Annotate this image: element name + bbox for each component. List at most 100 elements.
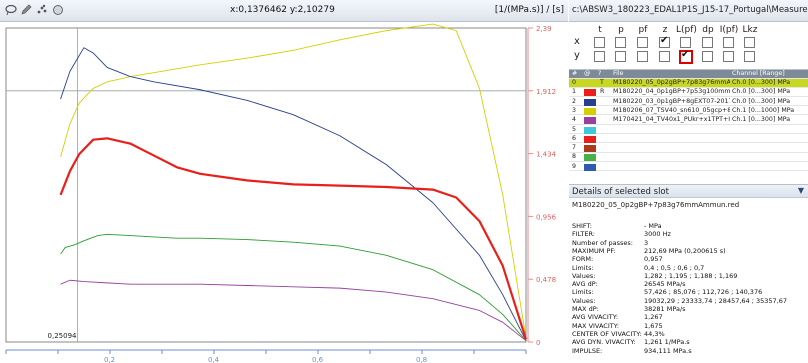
slot-flag: R	[600, 88, 605, 96]
scatter-dots-icon[interactable]	[36, 4, 48, 16]
column-header[interactable]: Channel [Range]	[732, 70, 785, 77]
detail-value: 44,3%	[644, 329, 665, 338]
x-axis-checkbox[interactable]	[615, 37, 626, 48]
detail-value: 3	[644, 238, 649, 247]
slot-index: 8	[572, 153, 577, 161]
slot-color-swatch[interactable]	[584, 98, 596, 106]
detail-key: FILTER:	[572, 230, 595, 239]
slot-file: M180220_03_0p1gBP+8gEXT07-2017	[613, 97, 730, 105]
series-line[interactable]	[60, 47, 527, 341]
detail-value: - MPa	[644, 222, 662, 230]
x-axis-checkbox[interactable]	[744, 37, 755, 48]
y-axis-checkbox[interactable]	[702, 51, 713, 62]
series-line[interactable]	[60, 23, 527, 339]
detail-key: Values:	[572, 271, 596, 280]
slot-color-swatch[interactable]	[584, 154, 596, 162]
x-tick-label: 0,8	[416, 356, 427, 363]
detail-value: 3000 Hz	[644, 230, 671, 239]
slot-color-swatch[interactable]	[584, 145, 596, 153]
selected-slot-filename: M180220_05_0p2gBP+7p83g76mmAmmun.red	[572, 201, 740, 209]
circle-icon[interactable]	[52, 4, 64, 16]
detail-key: IMPULSE:	[572, 346, 603, 355]
slot-row[interactable]: 4 M170421_04_TV40x1_PUkr+x1TPT+I Ch.1 [0..…	[569, 116, 808, 125]
lasso-icon[interactable]	[5, 4, 17, 16]
y-tick-label: 1,912	[536, 88, 556, 96]
slot-table: # @? File Channel [Range] 0 T M180220_05_0p2gB…	[569, 69, 808, 173]
x-axis-checkbox[interactable]	[680, 37, 691, 48]
slot-row[interactable]: 2 M180220_03_0p1gBP+8gEXT07-2017 Ch.0 [0..…	[569, 98, 808, 107]
y-tick-label: 1,434	[536, 151, 557, 159]
detail-value: 1,267	[644, 313, 663, 322]
x-axis-checkbox[interactable]	[659, 35, 670, 48]
slot-row[interactable]: 0 T M180220_05_0p2gBP+7p83g76mmAm Ch.0 [0..…	[569, 79, 808, 88]
detail-row: FORM: 0,957	[572, 255, 808, 263]
series-line[interactable]	[60, 279, 527, 342]
x-axis-checkbox[interactable]	[702, 37, 713, 48]
detail-value: 26545 MPa/s	[644, 280, 686, 289]
x-tick-label: 0,4	[208, 356, 220, 363]
details-header[interactable]: Details of selected slot ▼	[569, 185, 808, 198]
slot-row[interactable]: 6	[569, 135, 808, 144]
slot-panel: c:\ABSW3_180223_EDAL1P1S_J15-17_Portugal…	[569, 0, 808, 363]
slot-index: 4	[572, 116, 577, 124]
x-axis-checkbox[interactable]	[723, 37, 734, 48]
slot-color-swatch[interactable]	[584, 135, 596, 143]
slot-index: 6	[572, 134, 577, 142]
slot-index: 3	[572, 106, 577, 114]
slot-row[interactable]: 1 R M180220_04_0p1gBP+7p53g100mmA Ch.0 [0..…	[569, 88, 808, 97]
detail-key: Number of passes:	[572, 238, 633, 247]
slot-color-swatch[interactable]	[584, 107, 596, 115]
y-axis-checkbox[interactable]	[723, 51, 734, 62]
detail-key: Values:	[572, 296, 596, 305]
x-axis-checkbox[interactable]	[594, 37, 605, 48]
y-axis-checkbox[interactable]	[679, 49, 693, 64]
detail-row: Values: 19032,29 ; 23333,74 ; 28457,64 ; …	[572, 297, 808, 305]
series-line[interactable]	[59, 137, 528, 340]
detail-value: 38281 MPa/s	[644, 305, 686, 313]
x-tick-label: 0,2	[104, 356, 115, 363]
cursor-readout: x:0,1376462 y:2,10279	[230, 5, 335, 15]
x-axis-checkbox[interactable]	[637, 37, 648, 48]
x-axis-row-label: x	[574, 36, 580, 47]
y-axis-checkbox[interactable]	[637, 51, 648, 62]
detail-value: 57,426 ; 85,076 ; 112,726 ; 140,376	[644, 288, 763, 297]
detail-key: MAX dP:	[572, 305, 599, 313]
y-axis-checkbox[interactable]	[594, 51, 605, 62]
slot-color-swatch[interactable]	[584, 117, 596, 125]
pencil-icon[interactable]	[20, 4, 32, 16]
y-axis-checkbox[interactable]	[744, 51, 755, 62]
detail-row: FILTER: 3000 Hz	[572, 230, 808, 238]
column-header[interactable]: ?	[598, 70, 602, 77]
axis-column-header: L(pf)	[676, 25, 697, 35]
detail-value: 19032,29 ; 23333,74 ; 28457,64 ; 35357,6…	[644, 296, 788, 305]
slot-color-swatch[interactable]	[584, 126, 596, 134]
slot-row[interactable]: 3 M180206_07_TSV40_sn610_05gcp+8 Ch.1 [0..…	[569, 107, 808, 116]
slot-row[interactable]: 9	[569, 163, 808, 172]
slot-color-swatch[interactable]	[584, 80, 596, 87]
detail-row: AVG dP: 26545 MPa/s	[572, 280, 808, 288]
slot-color-swatch[interactable]	[584, 163, 596, 171]
series-line[interactable]	[60, 233, 527, 341]
detail-value: 212,69 MPa (0,200615 s)	[644, 246, 726, 255]
axis-column-header: Lkz	[742, 25, 758, 35]
pressure-chart[interactable]: 2,39 1,912 1,434 0,956 0,478 0 0,2 0,4 0,6 0,8 0,2…	[0, 22, 568, 363]
slot-index: 5	[572, 125, 577, 133]
y-tick-label: 0,478	[536, 276, 556, 284]
chart-plot-area: 2,39 1,912 1,434 0,956 0,478 0 0,2 0,4 0,6 0,8 0,2…	[5, 23, 557, 363]
y-axis-checkbox[interactable]	[615, 51, 626, 62]
slot-file: M170421_04_TV40x1_PUkr+x1TPT+I	[613, 116, 730, 124]
column-header[interactable]: @	[584, 70, 591, 77]
column-header[interactable]: File	[613, 70, 624, 77]
detail-row: MAX VIVACITY: 1,675	[572, 322, 808, 330]
slot-row[interactable]: 7	[569, 144, 808, 153]
slot-row[interactable]: 5	[569, 126, 808, 135]
slot-color-swatch[interactable]	[584, 89, 596, 97]
slot-row[interactable]: 8	[569, 153, 808, 162]
collapse-caret-icon[interactable]: ▼	[797, 186, 804, 195]
y-axis-checkbox[interactable]	[659, 51, 670, 62]
slot-index: 0	[572, 79, 577, 86]
detail-row: Limits: 0,4 ; 0,5 ; 0,6 ; 0,7	[572, 264, 808, 272]
cursor-value-label: 0,25094	[48, 332, 77, 340]
column-header[interactable]: #	[572, 70, 578, 77]
detail-row: AVG VIVACITY: 1,267	[572, 313, 808, 321]
